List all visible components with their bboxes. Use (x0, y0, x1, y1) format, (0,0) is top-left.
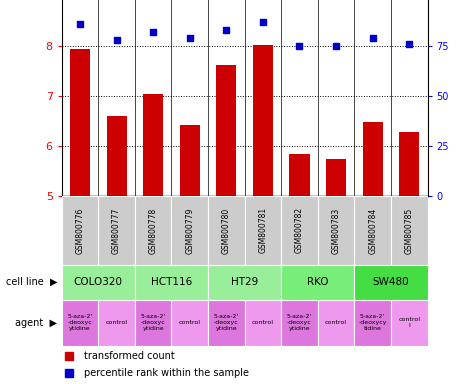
Bar (171, 300, 208, 346)
Bar (245, 300, 281, 346)
Text: control: control (179, 320, 201, 325)
Bar (354, 300, 391, 346)
Bar (208, 196, 245, 265)
Bar (135, 196, 171, 265)
Text: 5-aza-2'
-deoxyc
ytidine: 5-aza-2' -deoxyc ytidine (287, 314, 312, 331)
Point (149, 29, 157, 35)
Point (222, 27, 230, 33)
Text: 5-aza-2'
-deoxycy
tidine: 5-aza-2' -deoxycy tidine (359, 314, 387, 331)
Bar (391, 300, 428, 346)
Text: SW480: SW480 (372, 277, 409, 287)
Bar (208, 265, 281, 300)
Text: 5-aza-2'
-deoxyc
ytidine: 5-aza-2' -deoxyc ytidine (214, 314, 239, 331)
Bar (289, 154, 310, 196)
Text: GSM800780: GSM800780 (222, 207, 231, 253)
Text: control: control (252, 320, 274, 325)
Bar (98, 300, 135, 346)
Bar (143, 94, 163, 196)
Text: GSM800785: GSM800785 (405, 207, 414, 253)
Bar (354, 265, 428, 300)
Bar (245, 196, 281, 265)
Bar (135, 300, 171, 346)
Bar (253, 45, 273, 196)
Bar (98, 196, 135, 265)
Bar (281, 265, 354, 300)
Text: agent  ▶: agent ▶ (15, 318, 57, 328)
Point (295, 43, 304, 49)
Point (332, 43, 340, 49)
Bar (208, 300, 245, 346)
Text: control: control (325, 320, 347, 325)
Bar (399, 132, 419, 196)
Point (369, 35, 377, 41)
Bar (62, 265, 135, 300)
Point (113, 37, 121, 43)
Bar (216, 65, 237, 196)
Bar (62, 300, 98, 346)
Point (259, 19, 267, 25)
Point (186, 35, 194, 41)
Text: GSM800781: GSM800781 (258, 207, 267, 253)
Text: percentile rank within the sample: percentile rank within the sample (84, 368, 249, 378)
Bar (62, 196, 98, 265)
Text: transformed count: transformed count (84, 351, 174, 361)
Bar (180, 125, 200, 196)
Text: GSM800783: GSM800783 (332, 207, 341, 253)
Text: RKO: RKO (307, 277, 329, 287)
Text: HCT116: HCT116 (151, 277, 192, 287)
Bar (362, 122, 383, 196)
Bar (354, 196, 391, 265)
Text: GSM800782: GSM800782 (295, 207, 304, 253)
Bar (391, 196, 428, 265)
Bar (326, 159, 346, 196)
Text: 5-aza-2'
-deoxyc
ytidine: 5-aza-2' -deoxyc ytidine (141, 314, 166, 331)
Text: control
l: control l (398, 317, 420, 328)
Bar (135, 265, 208, 300)
Text: GSM800784: GSM800784 (368, 207, 377, 253)
Bar (318, 300, 354, 346)
Text: COLO320: COLO320 (74, 277, 123, 287)
Bar (318, 196, 354, 265)
Bar (281, 196, 318, 265)
Text: control: control (105, 320, 128, 325)
Text: GSM800779: GSM800779 (185, 207, 194, 253)
Text: cell line  ▶: cell line ▶ (6, 277, 57, 287)
Point (405, 41, 413, 47)
Text: 5-aza-2'
-deoxyc
ytidine: 5-aza-2' -deoxyc ytidine (67, 314, 93, 331)
Text: HT29: HT29 (231, 277, 258, 287)
Text: GSM800777: GSM800777 (112, 207, 121, 253)
Text: GSM800778: GSM800778 (149, 207, 158, 253)
Bar (171, 196, 208, 265)
Bar (281, 300, 318, 346)
Bar (70, 48, 90, 196)
Text: GSM800776: GSM800776 (76, 207, 85, 253)
Bar (106, 116, 127, 196)
Point (76, 21, 84, 27)
